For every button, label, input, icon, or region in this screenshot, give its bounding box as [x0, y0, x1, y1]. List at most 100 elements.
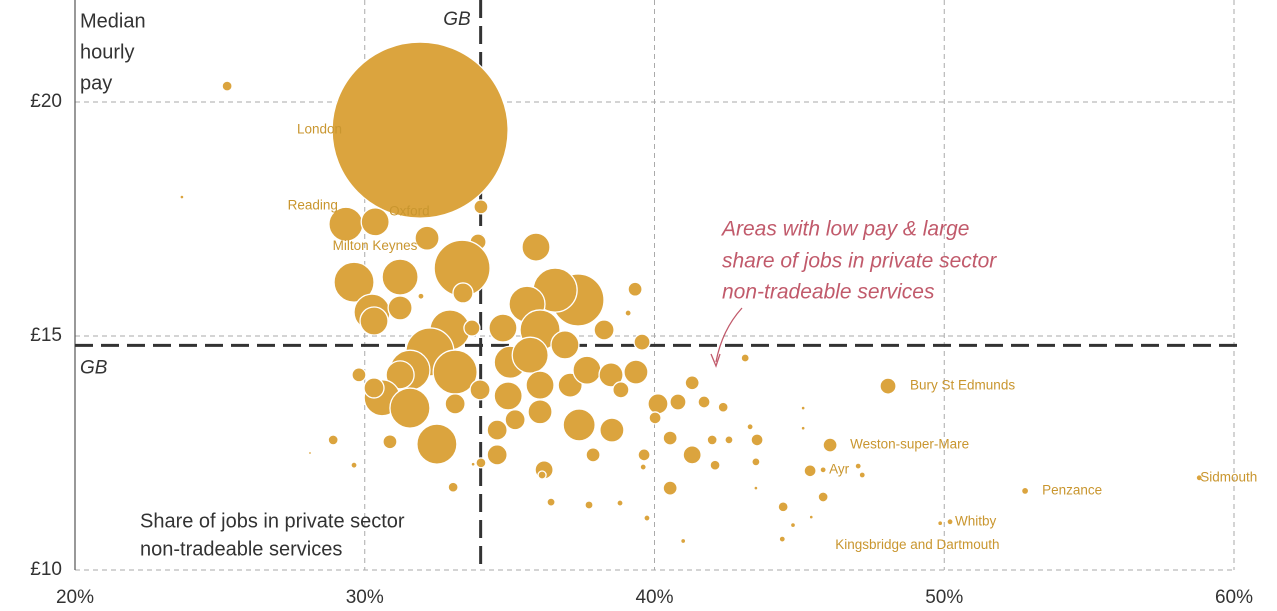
bubble — [521, 232, 551, 262]
bubble — [616, 499, 624, 507]
x-tick-label: 20% — [56, 587, 94, 608]
bubble — [351, 367, 367, 383]
bubble — [778, 535, 786, 543]
bubble — [550, 330, 580, 360]
bubble — [360, 207, 390, 237]
bubble — [623, 359, 649, 385]
point-label: Weston-super-Mare — [850, 437, 969, 452]
bubble — [879, 377, 897, 395]
y-tick-label: £20 — [30, 91, 62, 112]
point-labels: London Reading Oxford Milton Keynes Bury St … — [288, 122, 1258, 552]
bubble — [350, 461, 358, 469]
bubble — [359, 306, 389, 336]
point-label: London — [297, 122, 342, 137]
bubble — [414, 225, 440, 251]
bubble — [753, 485, 759, 491]
bubble — [648, 411, 662, 425]
x-tick-label: 50% — [925, 587, 963, 608]
y-tick-label: £10 — [30, 559, 62, 580]
bubble — [511, 336, 549, 374]
bubble — [486, 444, 508, 466]
bubble — [800, 425, 806, 431]
bubble — [822, 437, 838, 453]
bubble — [724, 435, 734, 445]
bubble — [470, 461, 476, 467]
bubble — [639, 463, 647, 471]
bubble — [381, 258, 419, 296]
bubble — [854, 462, 862, 470]
bubble — [789, 521, 797, 529]
bubble — [385, 360, 415, 390]
y-axis-title: hourly — [80, 41, 134, 63]
point-label: Bury St Edmunds — [910, 378, 1015, 393]
bubble — [452, 282, 474, 304]
annotation: non-tradeable services — [722, 281, 935, 304]
bubble — [562, 408, 596, 442]
annotation-arrowhead — [710, 353, 721, 368]
x-tick-label: 30% — [346, 587, 384, 608]
bubble — [382, 434, 398, 450]
point-label: Whitby — [955, 513, 997, 528]
point-label: Penzance — [1042, 482, 1102, 497]
bubble — [444, 393, 466, 415]
bubble — [643, 514, 651, 522]
bubble — [599, 417, 625, 443]
bubble — [751, 457, 761, 467]
bubble — [662, 430, 678, 446]
reference-label: GB — [443, 9, 471, 30]
x-tick-label: 40% — [635, 587, 673, 608]
x-axis-title: non-tradeable services — [140, 538, 342, 560]
point-label: Ayr — [829, 461, 850, 476]
bubble — [946, 518, 954, 526]
bubble — [697, 395, 711, 409]
bubble — [819, 466, 827, 474]
bubble — [416, 423, 458, 465]
y-axis-title: Median — [80, 10, 146, 32]
bubble — [858, 471, 866, 479]
bubble — [777, 501, 789, 513]
bubble — [527, 399, 553, 425]
bubble — [493, 381, 523, 411]
point-label: Oxford — [389, 203, 430, 218]
bubble — [363, 377, 385, 399]
annotation-arrow — [715, 307, 743, 363]
bubble — [179, 194, 185, 200]
bubble — [333, 261, 375, 303]
bubble — [473, 199, 489, 215]
bubble — [612, 381, 630, 399]
bubble — [537, 470, 547, 480]
bubble — [808, 514, 814, 520]
bubble — [469, 379, 491, 401]
bubble — [717, 401, 729, 413]
bubble — [740, 353, 750, 363]
bubble — [598, 362, 624, 388]
bubble — [447, 481, 459, 493]
bubble — [706, 434, 718, 446]
bubble — [624, 309, 632, 317]
y-tick-label: £15 — [30, 325, 62, 346]
bubble — [331, 41, 509, 219]
bubble — [463, 319, 481, 337]
bubble — [475, 457, 487, 469]
bubble — [327, 434, 339, 446]
bubble — [684, 375, 700, 391]
bubble — [817, 491, 829, 503]
point-label: Reading — [288, 198, 338, 213]
bubble — [647, 393, 669, 415]
point-label: Sidmouth — [1200, 469, 1257, 484]
bubble — [417, 292, 425, 300]
bubble — [307, 450, 313, 456]
bubble — [746, 423, 754, 431]
bubble — [1020, 486, 1030, 496]
bubble — [572, 355, 602, 385]
reference-label: GB — [80, 357, 108, 378]
bubble — [504, 409, 526, 431]
x-tick-label: 60% — [1215, 587, 1253, 608]
bubble — [585, 447, 601, 463]
bubble — [387, 295, 413, 321]
bubble — [593, 319, 615, 341]
bubble — [662, 480, 678, 496]
bubble — [486, 419, 508, 441]
bubble — [669, 393, 687, 411]
